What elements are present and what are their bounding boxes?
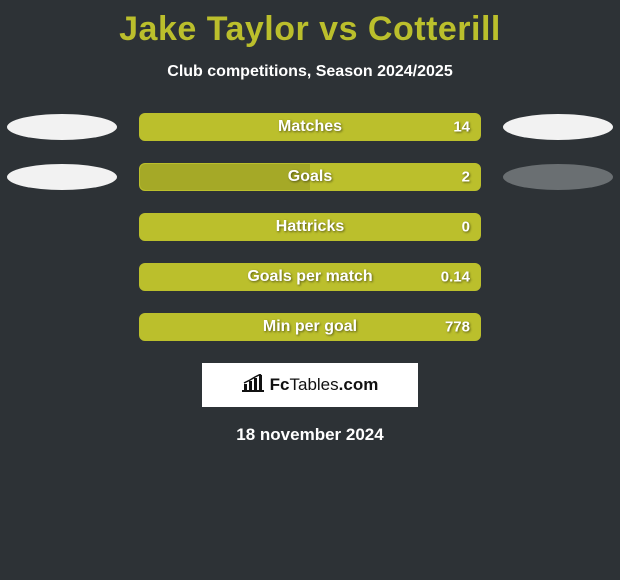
- stat-label: Hattricks: [276, 218, 344, 236]
- stat-bar: Goals per match 0.14: [139, 263, 481, 291]
- right-ellipse: [503, 164, 613, 190]
- stat-bar: Min per goal 778: [139, 313, 481, 341]
- stat-value-right: 0.14: [441, 269, 470, 286]
- stat-value-right: 14: [453, 119, 470, 136]
- stat-label: Goals: [288, 168, 332, 186]
- page-title: Jake Taylor vs Cotterill: [0, 0, 620, 49]
- stat-row: Hattricks 0: [0, 213, 620, 241]
- date-text: 18 november 2024: [0, 425, 620, 445]
- stat-row: Goals 2: [0, 163, 620, 191]
- stat-label: Min per goal: [263, 318, 357, 336]
- right-ellipse: [503, 114, 613, 140]
- stat-bar: Goals 2: [139, 163, 481, 191]
- stat-label: Goals per match: [247, 268, 372, 286]
- left-ellipse: [7, 114, 117, 140]
- stat-row: Goals per match 0.14: [0, 263, 620, 291]
- stat-value-right: 778: [445, 319, 470, 336]
- stat-row: Matches 14: [0, 113, 620, 141]
- logo-text-light: Tables: [290, 375, 339, 394]
- stat-label: Matches: [278, 118, 342, 136]
- logo-text-suffix: .com: [339, 375, 379, 394]
- stat-value-right: 0: [462, 219, 470, 236]
- logo-box: FcTables.com: [202, 363, 418, 407]
- stat-bar: Hattricks 0: [139, 213, 481, 241]
- left-ellipse: [7, 164, 117, 190]
- logo-text: FcTables.com: [270, 375, 379, 395]
- logo-text-bold: Fc: [270, 375, 290, 394]
- stat-rows-container: Matches 14 Goals 2 Hattricks 0 Goals per match…: [0, 113, 620, 341]
- stat-row: Min per goal 778: [0, 313, 620, 341]
- bar-fill-left: [140, 164, 310, 190]
- stat-bar: Matches 14: [139, 113, 481, 141]
- subtitle: Club competitions, Season 2024/2025: [0, 63, 620, 81]
- stat-value-right: 2: [462, 169, 470, 186]
- bar-chart-icon: [242, 374, 264, 397]
